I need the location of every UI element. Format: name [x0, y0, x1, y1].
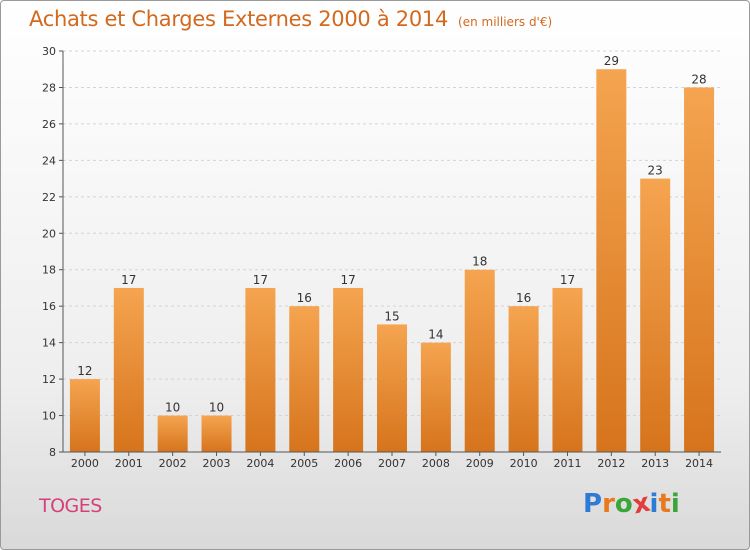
- chart-subtitle: (en milliers d'€): [458, 15, 553, 29]
- x-tick-label: 2012: [597, 457, 625, 470]
- x-tick-label: 2000: [71, 457, 99, 470]
- y-tick-label: 28: [42, 81, 56, 94]
- data-label: 16: [516, 291, 531, 305]
- x-tick-label: 2009: [466, 457, 494, 470]
- x-tick-label: 2001: [115, 457, 143, 470]
- logo-letter: t: [658, 489, 671, 519]
- bar-2011[interactable]: [552, 287, 583, 452]
- x-tick-label: 2007: [378, 457, 406, 470]
- town-name: TOGES: [39, 495, 102, 517]
- y-tick-label: 22: [42, 191, 56, 204]
- data-label: 10: [165, 401, 180, 415]
- x-tick-label: 2010: [510, 457, 538, 470]
- chart-title: Achats et Charges Externes 2000 à 2014 (e…: [29, 7, 552, 31]
- x-tick-label: 2003: [203, 457, 231, 470]
- logo-letter: i: [670, 489, 680, 519]
- x-tick-label: 2002: [159, 457, 187, 470]
- x-tick-label: 2004: [246, 457, 274, 470]
- x-tick-label: 2013: [641, 457, 669, 470]
- bar-2006[interactable]: [333, 287, 364, 452]
- bar-2014[interactable]: [684, 87, 715, 453]
- x-tick-label: 2008: [422, 457, 450, 470]
- logo-letter: r: [602, 489, 615, 519]
- data-label: 28: [691, 72, 706, 86]
- logo-letter: P: [583, 489, 603, 519]
- y-tick-label: 30: [42, 45, 56, 58]
- data-label: 12: [77, 364, 92, 378]
- y-tick-label: 26: [42, 118, 56, 131]
- x-tick-label: 2011: [553, 457, 581, 470]
- bar-2009[interactable]: [464, 269, 495, 452]
- data-label: 17: [560, 273, 575, 287]
- data-label: 15: [384, 309, 399, 323]
- bars: [69, 69, 715, 453]
- chart-title-text: Achats et Charges Externes 2000 à 2014: [29, 7, 449, 31]
- bar-2008[interactable]: [420, 342, 451, 452]
- bar-2013[interactable]: [640, 178, 671, 452]
- data-label: 29: [604, 54, 619, 68]
- x-tick-label: 2014: [685, 457, 713, 470]
- bar-2007[interactable]: [377, 324, 407, 452]
- labels: 8 10 12 14 16 18 20 22 24 26 28 30 2000 12 2001 17 2002 1…: [42, 45, 713, 470]
- data-label: 17: [253, 273, 268, 287]
- y-tick-label: 18: [42, 264, 56, 277]
- data-label: 14: [428, 328, 443, 342]
- data-label: 23: [648, 164, 663, 178]
- bar-2002[interactable]: [157, 415, 188, 452]
- data-label: 10: [209, 401, 224, 415]
- bar-2000[interactable]: [69, 379, 100, 452]
- data-label: 16: [297, 291, 312, 305]
- data-label: 18: [472, 255, 487, 269]
- bar-2001[interactable]: [113, 287, 144, 452]
- x-tick-label: 2006: [334, 457, 362, 470]
- bar-2012[interactable]: [596, 69, 627, 453]
- x-tick-label: 2005: [290, 457, 318, 470]
- y-tick-label: 10: [42, 410, 56, 423]
- data-label: 17: [121, 273, 136, 287]
- bar-2005[interactable]: [289, 306, 320, 452]
- y-tick-label: 12: [42, 373, 56, 386]
- y-tick-label: 24: [42, 154, 56, 167]
- axes: [59, 50, 721, 456]
- y-tick-label: 14: [42, 337, 56, 350]
- logo-letter: i: [649, 489, 659, 519]
- y-tick-label: 16: [42, 300, 56, 313]
- proxiti-logo[interactable]: Proxiti: [583, 488, 680, 521]
- bar-2004[interactable]: [245, 287, 276, 452]
- bar-2003[interactable]: [201, 415, 232, 452]
- bar-2010[interactable]: [508, 306, 539, 452]
- data-label: 17: [340, 273, 355, 287]
- logo-letter: o: [614, 489, 633, 519]
- y-tick-label: 20: [42, 227, 56, 240]
- y-tick-label: 8: [49, 446, 56, 459]
